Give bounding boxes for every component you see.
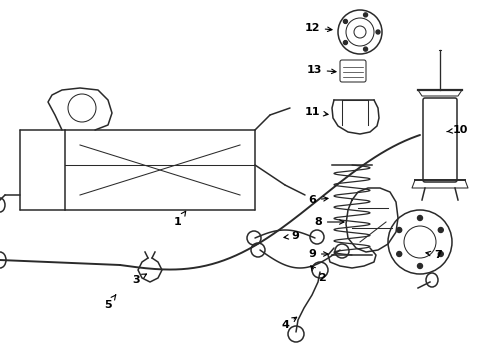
Circle shape [364, 47, 368, 51]
Text: 2: 2 [311, 266, 326, 283]
Text: 5: 5 [104, 295, 116, 310]
Circle shape [417, 216, 422, 220]
Text: 9: 9 [284, 231, 299, 241]
Text: 10: 10 [447, 125, 467, 135]
Circle shape [397, 228, 402, 233]
Text: 7: 7 [426, 250, 442, 260]
Text: 9: 9 [308, 249, 328, 259]
Circle shape [364, 13, 368, 17]
Circle shape [376, 30, 380, 34]
Text: 12: 12 [304, 23, 332, 33]
Text: 3: 3 [132, 274, 147, 285]
Circle shape [438, 252, 443, 257]
Circle shape [343, 19, 347, 23]
Circle shape [417, 264, 422, 269]
Circle shape [397, 252, 402, 257]
Text: 6: 6 [308, 195, 328, 205]
Text: 4: 4 [281, 317, 296, 330]
Text: 11: 11 [304, 107, 328, 117]
Text: 1: 1 [174, 211, 186, 227]
Circle shape [343, 41, 347, 45]
Circle shape [438, 228, 443, 233]
Text: 8: 8 [314, 217, 344, 227]
Text: 13: 13 [306, 65, 336, 75]
